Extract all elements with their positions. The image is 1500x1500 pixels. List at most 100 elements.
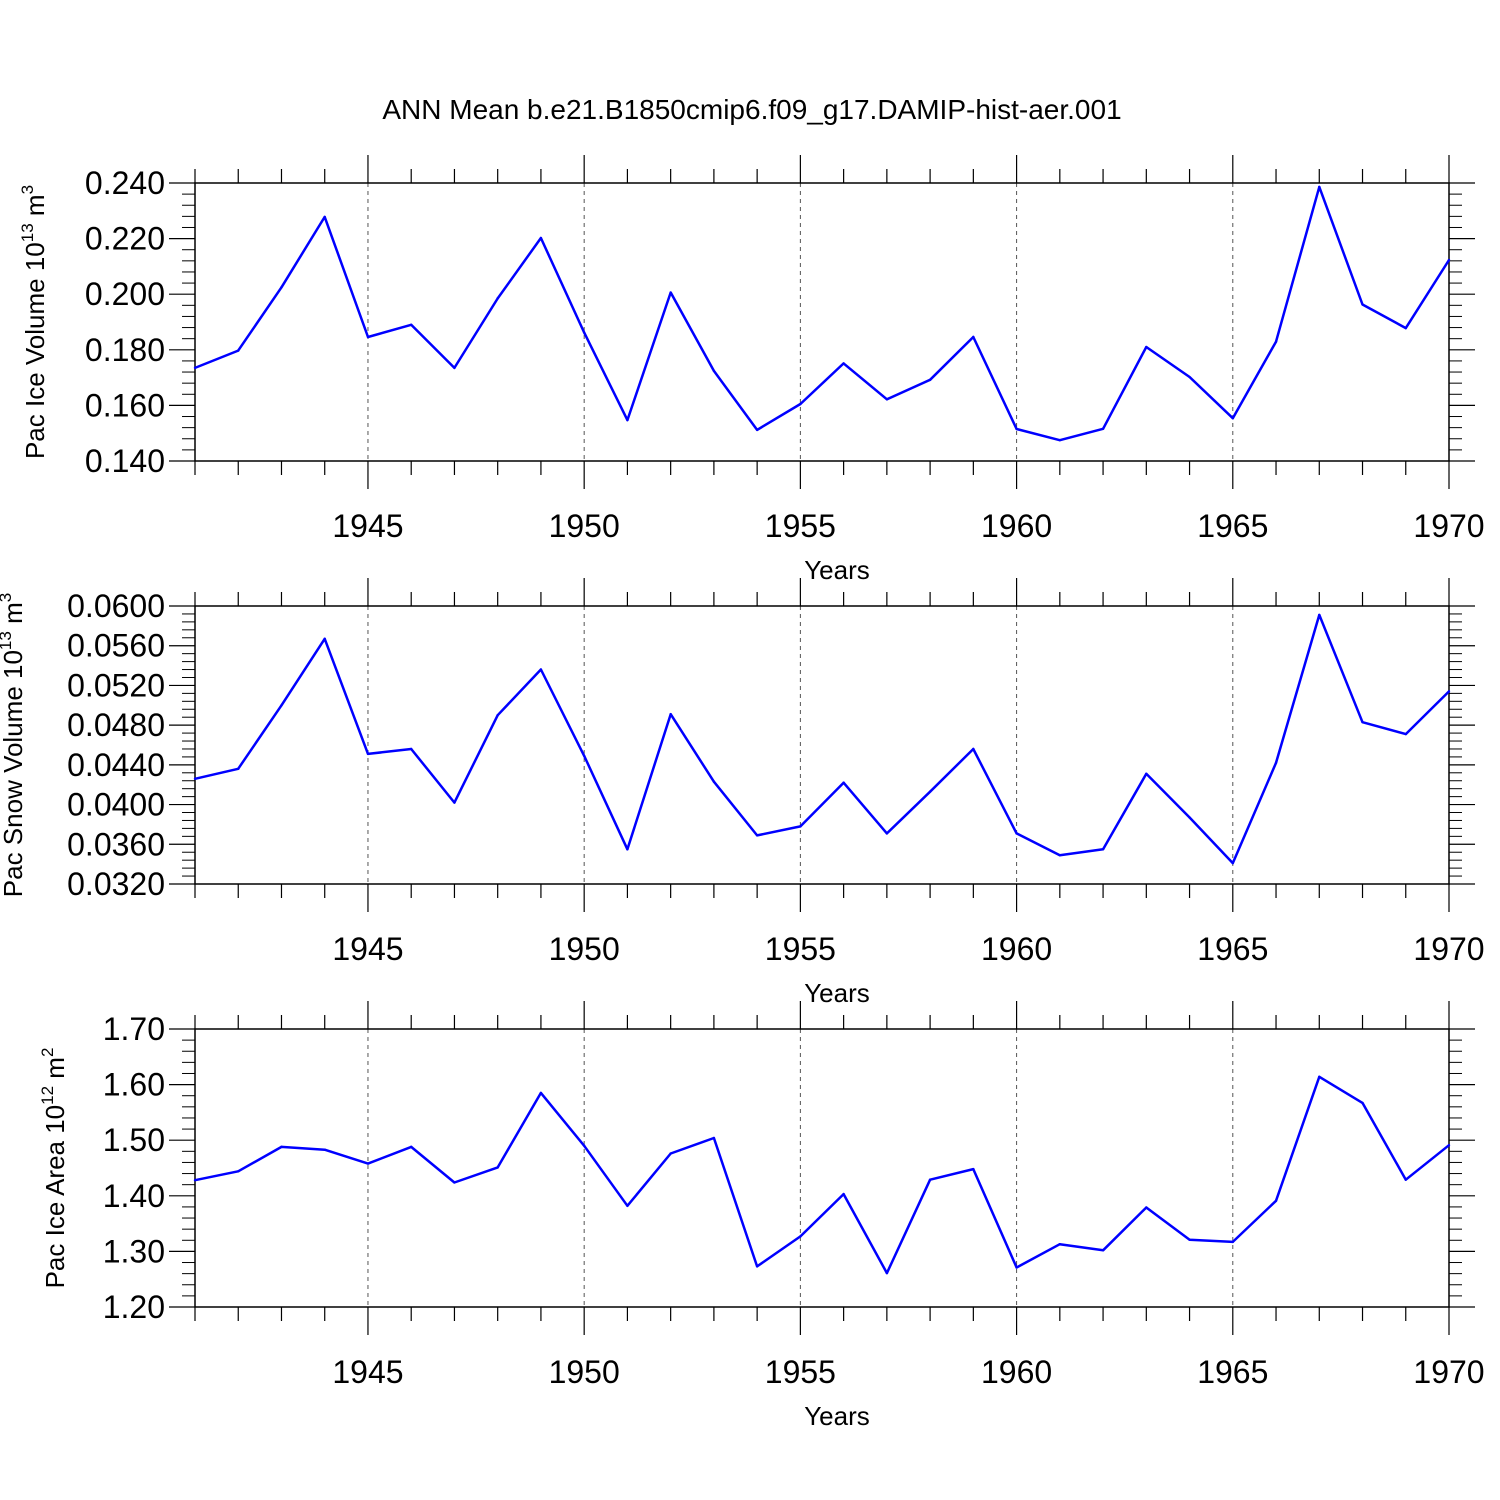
y-tick-label: 0.0440 xyxy=(67,747,165,783)
x-tick-label: 1950 xyxy=(549,931,620,967)
y-axis-label-unit-exponent: 3 xyxy=(18,185,37,194)
y-tick-label: 0.220 xyxy=(85,221,165,257)
y-axis-label-text: Pac Ice Area 10 xyxy=(40,1105,70,1289)
data-point xyxy=(1274,1199,1278,1203)
data-point xyxy=(410,323,413,326)
y-tick-label: 1.40 xyxy=(103,1178,165,1214)
y-tick-label: 0.180 xyxy=(85,332,165,368)
data-point xyxy=(453,366,456,370)
y-tick-label: 0.140 xyxy=(85,443,165,479)
y-axis-label-text: Pac Snow Volume 10 xyxy=(0,650,28,897)
x-axis-label: Years xyxy=(804,1401,870,1431)
data-point xyxy=(366,752,370,756)
x-tick-label: 1970 xyxy=(1413,508,1484,544)
data-point xyxy=(1318,613,1321,617)
x-tick-label: 1960 xyxy=(981,931,1052,967)
data-point xyxy=(842,781,845,784)
y-axis-label-exponent: 13 xyxy=(0,631,15,650)
data-point xyxy=(323,1148,326,1151)
data-point xyxy=(323,637,326,640)
y-tick-label: 1.20 xyxy=(103,1289,165,1325)
y-tick-label: 0.0560 xyxy=(67,628,165,664)
data-point xyxy=(1145,772,1148,775)
plot-frame xyxy=(194,182,1450,462)
y-tick-label: 1.30 xyxy=(103,1233,165,1269)
data-point xyxy=(280,704,283,707)
data-point xyxy=(712,780,716,783)
data-point xyxy=(928,790,932,793)
x-tick-label: 1965 xyxy=(1197,508,1268,544)
data-point xyxy=(280,1145,283,1149)
panel-1: 1945 1950 1955 1960 1965 1970 Years 0.140 0.160 0… xyxy=(18,155,1485,585)
panel-3: 1945 1950 1955 1960 1965 1970 Years 1.20 1.30 1.4… xyxy=(38,1001,1485,1431)
data-point xyxy=(799,825,802,828)
x-tick-label: 1970 xyxy=(1413,1354,1484,1390)
y-axis-label-text: Pac Ice Volume 10 xyxy=(20,242,50,459)
data-point xyxy=(972,747,975,751)
data-point xyxy=(885,398,889,401)
data-point xyxy=(1015,832,1018,835)
data-point xyxy=(453,801,456,804)
x-tick-label: 1965 xyxy=(1197,1354,1268,1390)
data-point xyxy=(842,1192,845,1196)
data-point xyxy=(1404,732,1407,736)
y-axis-label-unit: m xyxy=(0,602,28,631)
x-tick-label: 1955 xyxy=(765,508,836,544)
data-point xyxy=(1274,761,1278,765)
data-point xyxy=(1101,848,1105,851)
y-axis-label-unit-exponent: 3 xyxy=(0,593,15,602)
x-axis-label: Years xyxy=(804,978,870,1008)
y-tick-label: 0.0520 xyxy=(67,667,165,703)
y-axis-label: Pac Snow Volume 1013 m3 xyxy=(0,593,28,897)
x-tick-label: 1965 xyxy=(1197,931,1268,967)
y-axis-label-unit-exponent: 2 xyxy=(38,1048,57,1057)
data-point xyxy=(1447,1144,1451,1147)
data-point xyxy=(496,1166,499,1169)
x-tick-label: 1945 xyxy=(332,1354,403,1390)
x-tick-label: 1955 xyxy=(765,931,836,967)
x-tick-label: 1960 xyxy=(981,1354,1052,1390)
data-point xyxy=(669,1152,672,1155)
data-point xyxy=(1015,427,1018,431)
data-point xyxy=(755,1265,759,1268)
data-point xyxy=(1188,1238,1191,1241)
data-point xyxy=(237,1170,240,1173)
data-point xyxy=(626,418,629,422)
y-tick-label: 0.240 xyxy=(85,165,165,201)
series-line xyxy=(194,185,1451,442)
data-point xyxy=(755,834,759,837)
data-point xyxy=(539,1091,543,1095)
y-tick-label: 0.160 xyxy=(85,387,165,423)
data-point xyxy=(799,402,802,406)
data-point xyxy=(453,1181,456,1184)
data-point xyxy=(1274,340,1278,343)
data-point xyxy=(1447,258,1451,262)
y-tick-label: 0.0320 xyxy=(67,866,165,902)
x-tick-label: 1945 xyxy=(332,931,403,967)
data-point xyxy=(280,286,283,289)
panel-2: 1945 1950 1955 1960 1965 1970 Years 0.0320 0.036… xyxy=(0,578,1485,1008)
data-point xyxy=(626,1204,629,1208)
data-point xyxy=(1231,861,1234,865)
y-axis-label-unit: m xyxy=(40,1057,70,1086)
y-tick-label: 0.200 xyxy=(85,276,165,312)
data-point xyxy=(928,378,932,382)
data-point xyxy=(842,362,845,365)
data-point xyxy=(972,1167,975,1171)
figure-title: ANN Mean b.e21.B1850cmip6.f09_g17.DAMIP-… xyxy=(382,94,1121,125)
data-point xyxy=(496,297,499,300)
data-point xyxy=(1231,416,1234,420)
x-tick-label: 1950 xyxy=(549,1354,620,1390)
data-point xyxy=(410,1145,413,1149)
x-tick-label: 1950 xyxy=(549,508,620,544)
data-point xyxy=(755,428,759,432)
x-axis-label: Years xyxy=(804,555,870,585)
data-point xyxy=(669,713,672,716)
data-point xyxy=(1015,1266,1018,1269)
data-point xyxy=(1058,438,1062,442)
data-point xyxy=(1361,720,1364,724)
y-axis-label: Pac Ice Volume 1013 m3 xyxy=(18,185,50,459)
data-point xyxy=(1404,1178,1407,1181)
data-point xyxy=(712,369,716,373)
